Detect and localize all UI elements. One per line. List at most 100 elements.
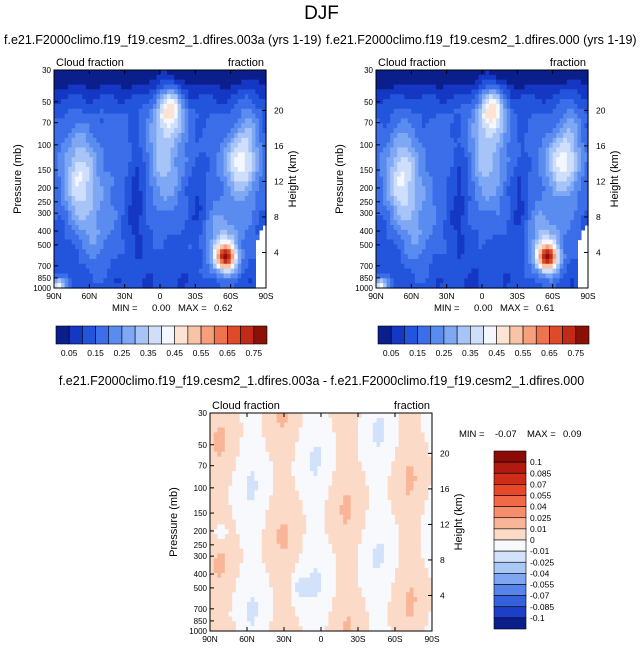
heatmap-cell xyxy=(128,200,133,207)
heatmap-cell xyxy=(177,239,182,245)
y-right-axis-title: Height (km) xyxy=(287,151,299,208)
heatmap-cell xyxy=(489,79,494,86)
heatmap-cell xyxy=(191,234,196,241)
heatmap-cell xyxy=(503,99,508,105)
heatmap-cell xyxy=(471,229,476,236)
heatmap-cell xyxy=(174,225,179,231)
heatmap-cell xyxy=(138,229,143,236)
heatmap-cell xyxy=(489,220,494,226)
heatmap-cell xyxy=(446,244,451,250)
heatmap-cell xyxy=(418,94,423,100)
heatmap-cell xyxy=(205,103,211,110)
heatmap-cell xyxy=(429,132,434,139)
heatmap-cell xyxy=(503,244,508,250)
heatmap-cell xyxy=(216,195,221,202)
heatmap-cell xyxy=(390,157,395,163)
heatmap-cell xyxy=(223,229,228,236)
heatmap-cell xyxy=(549,128,554,134)
heatmap-cell xyxy=(513,186,518,192)
heatmap-cell xyxy=(563,195,568,202)
heatmap-cell xyxy=(121,176,126,183)
heatmap-cell xyxy=(124,268,129,275)
heatmap-cell xyxy=(191,94,196,100)
heatmap-cell xyxy=(489,195,494,202)
heatmap-cell xyxy=(64,118,69,124)
heatmap-cell xyxy=(149,79,154,86)
heatmap-cell xyxy=(390,79,395,86)
heatmap-cell xyxy=(223,147,228,153)
heatmap-cell xyxy=(78,244,83,250)
heatmap-cell xyxy=(566,118,571,124)
heatmap-cell xyxy=(492,215,497,221)
heatmap-cell xyxy=(411,186,416,192)
heatmap-cell xyxy=(61,205,66,212)
heatmap-cell xyxy=(545,171,550,178)
heatmap-cell xyxy=(163,94,168,100)
heatmap-cell xyxy=(453,229,458,236)
heatmap-cell xyxy=(57,186,62,192)
heatmap-cell xyxy=(248,70,253,76)
heatmap-cell xyxy=(107,89,112,95)
heatmap-cell xyxy=(71,157,76,163)
heatmap-cell xyxy=(251,113,256,120)
heatmap-cell xyxy=(478,132,483,139)
heatmap-cell xyxy=(163,268,168,275)
heatmap-cell xyxy=(376,249,381,255)
heatmap-cell xyxy=(559,99,564,105)
heatmap-cell xyxy=(149,94,154,100)
heatmap-cell xyxy=(198,268,203,275)
heatmap-cell xyxy=(163,113,168,120)
heatmap-cell xyxy=(121,89,126,95)
heatmap-cell xyxy=(584,89,589,95)
heatmap-cell xyxy=(499,234,504,241)
heatmap-cell xyxy=(499,239,504,245)
heatmap-cell xyxy=(244,200,249,207)
heatmap-cell xyxy=(220,137,225,144)
heatmap-cell xyxy=(531,128,536,134)
heatmap-cell xyxy=(535,108,540,115)
heatmap-cell xyxy=(531,132,536,139)
heatmap-cell xyxy=(85,215,90,221)
heatmap-cell xyxy=(460,89,465,95)
heatmap-cell xyxy=(99,74,105,81)
heatmap-cell xyxy=(457,205,462,212)
heatmap-cell xyxy=(138,215,143,221)
heatmap-cell xyxy=(184,132,189,139)
heatmap-cell xyxy=(379,225,384,231)
heatmap-cell xyxy=(75,273,80,279)
heatmap-cell xyxy=(527,79,533,86)
heatmap-cell xyxy=(411,191,416,197)
heatmap-cell xyxy=(96,225,101,231)
heatmap-cell xyxy=(167,181,172,187)
heatmap-cell xyxy=(393,84,398,90)
heatmap-cell xyxy=(559,123,564,129)
heatmap-cell xyxy=(160,171,165,178)
heatmap-cell xyxy=(467,220,472,226)
heatmap-cell xyxy=(209,249,214,255)
heatmap-cell xyxy=(383,123,388,129)
heatmap-cell xyxy=(128,263,133,270)
heatmap-cell xyxy=(520,225,525,231)
heatmap-cell xyxy=(237,108,242,115)
heatmap-cell xyxy=(549,220,554,226)
heatmap-cell xyxy=(107,215,112,221)
heatmap-cell xyxy=(64,99,69,105)
heatmap-cell xyxy=(57,94,62,100)
heatmap-cell xyxy=(103,157,108,163)
heatmap-cell xyxy=(61,200,66,207)
heatmap-cell xyxy=(556,157,561,163)
heatmap-cell xyxy=(220,171,225,178)
heatmap-cell xyxy=(251,283,256,289)
heatmap-cell xyxy=(184,258,189,265)
heatmap-cell xyxy=(376,186,381,192)
heatmap-cell xyxy=(75,234,80,241)
heatmap-cell xyxy=(75,176,80,183)
heatmap-cell xyxy=(216,70,221,76)
heatmap-cell xyxy=(75,132,80,139)
heatmap-cell xyxy=(64,113,69,120)
heatmap-cell xyxy=(450,147,455,153)
heatmap-cell xyxy=(580,186,586,192)
heatmap-cell xyxy=(460,162,465,168)
heatmap-cell xyxy=(195,191,200,197)
heatmap-cell xyxy=(510,79,515,86)
